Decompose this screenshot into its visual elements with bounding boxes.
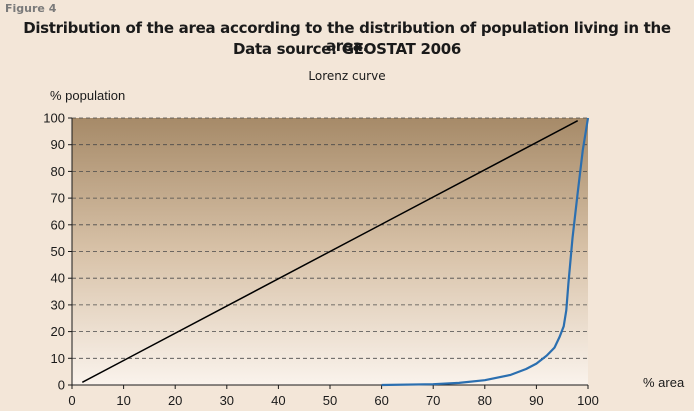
x-tick-label: 90 [529, 393, 543, 408]
grid-lines [72, 117, 588, 359]
x-tick-label: 30 [220, 393, 234, 408]
y-tick-label: 50 [51, 244, 65, 259]
x-tick-label: 60 [374, 393, 388, 408]
y-axis-ticks: 0 10 20 30 40 50 60 70 80 90 100 [43, 111, 72, 393]
y-tick-label: 80 [51, 164, 65, 179]
x-tick-label: 100 [577, 393, 599, 408]
chart-title: Distribution of the area according to th… [23, 19, 671, 55]
x-tick-label: 50 [323, 393, 337, 408]
chart-subtitle: Lorenz curve [308, 69, 386, 83]
chart-title-line2: Data source: GEOSTAT 2006 [232, 40, 461, 58]
equality-line [81, 120, 579, 383]
x-tick-label: 20 [168, 393, 182, 408]
y-tick-label: 0 [58, 378, 65, 393]
series-group [81, 117, 590, 387]
y-axis-label: % population [50, 88, 126, 103]
y-tick-label: 60 [51, 217, 65, 232]
y-tick-label: 40 [51, 271, 65, 286]
lorenz-curve-line [381, 117, 590, 387]
x-tick-label: 10 [116, 393, 130, 408]
x-axis-ticks: 0 10 20 30 40 50 60 70 80 90 100 [68, 385, 599, 408]
y-tick-label: 30 [51, 297, 65, 312]
figure-label: Figure 4 [5, 2, 57, 15]
y-tick-label: 20 [51, 324, 65, 339]
x-tick-label: 40 [271, 393, 285, 408]
x-tick-label: 80 [478, 393, 492, 408]
y-tick-label: 100 [43, 111, 65, 126]
y-tick-label: 70 [51, 191, 65, 206]
y-tick-label: 90 [51, 137, 65, 152]
y-tick-label: 10 [51, 351, 65, 366]
x-axis-label: % area [643, 375, 685, 390]
x-tick-label: 0 [68, 393, 75, 408]
x-tick-label: 70 [426, 393, 440, 408]
